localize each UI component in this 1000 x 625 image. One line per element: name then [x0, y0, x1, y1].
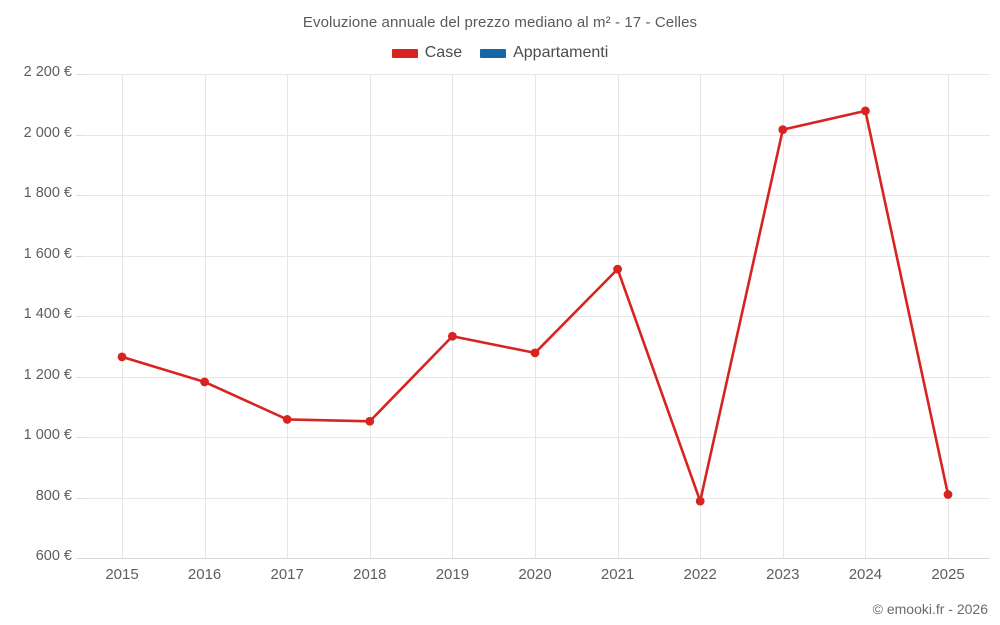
x-axis-tick-label: 2024	[848, 566, 883, 583]
gridline-horizontal	[82, 437, 990, 438]
gridline-vertical	[865, 74, 867, 558]
y-axis-tick	[76, 376, 82, 378]
x-axis-tick-label: 2023	[766, 566, 800, 583]
gridline-horizontal	[82, 255, 990, 257]
gridline-horizontal	[82, 134, 990, 136]
plot-area	[82, 74, 990, 559]
gridline-vertical	[535, 74, 536, 558]
x-axis-tick-label: 2021	[600, 566, 635, 583]
x-axis-tick-label: 2018	[353, 566, 387, 583]
x-axis-tick-label: 2020	[518, 566, 552, 583]
footer-credit: © emooki.fr - 2026	[872, 601, 988, 617]
gridline-horizontal	[82, 74, 990, 75]
y-axis-tick	[76, 195, 82, 196]
y-axis-tick	[76, 255, 82, 257]
gridline-horizontal	[82, 497, 990, 499]
y-axis-tick-label: 600 €	[35, 548, 72, 564]
gridline-horizontal	[82, 316, 990, 317]
y-axis-tick-label: 1 000 €	[23, 427, 72, 443]
legend-item-appartamenti[interactable]: Appartamenti	[480, 44, 608, 62]
data-point[interactable]	[196, 373, 214, 391]
legend-item-case[interactable]: Case	[391, 44, 463, 62]
y-axis-tick-label: 1 200 €	[23, 366, 72, 383]
x-axis-tick-label: 2017	[270, 566, 304, 583]
gridline-vertical	[617, 74, 619, 558]
gridline-vertical	[204, 74, 206, 558]
legend-label-case: Case	[424, 44, 463, 61]
y-axis-tick	[76, 316, 82, 317]
y-axis-tick-label: 2 200 €	[23, 64, 72, 80]
line-swatch-icon-appartamenti	[480, 48, 507, 58]
y-axis-tick-label: 1 800 €	[23, 185, 72, 201]
gridline-vertical	[452, 74, 454, 558]
gridline-horizontal	[82, 195, 990, 196]
data-point[interactable]	[774, 121, 792, 139]
y-axis-tick	[76, 437, 82, 438]
y-axis-tick	[76, 134, 82, 136]
y-axis-tick-label: 800 €	[35, 487, 72, 504]
legend-label-appartamenti: Appartamenti	[513, 44, 609, 61]
y-axis-tick-label: 1 600 €	[23, 245, 72, 262]
gridline-vertical	[782, 74, 784, 558]
y-axis-tick-label: 2 000 €	[23, 124, 72, 141]
y-axis-tick-label: 1 400 €	[23, 306, 72, 322]
x-axis-tick-label: 2022	[683, 566, 717, 583]
data-point[interactable]	[526, 344, 544, 362]
gridline-horizontal	[82, 376, 990, 378]
y-axis-tick	[76, 497, 82, 499]
x-axis-tick-label: 2016	[187, 566, 222, 583]
gridline-vertical	[369, 74, 371, 558]
gridline-vertical	[122, 74, 123, 558]
gridline-vertical	[287, 74, 289, 558]
data-point[interactable]	[609, 260, 627, 278]
y-axis-tick	[76, 74, 82, 75]
line-swatch-icon-case	[391, 48, 418, 58]
x-axis-tick-label: 2025	[931, 566, 965, 583]
x-axis-line	[82, 558, 990, 559]
x-axis-tick-label: 2019	[435, 566, 470, 583]
chart-title: Evoluzione annuale del prezzo mediano al…	[302, 14, 698, 31]
data-point[interactable]	[113, 348, 131, 366]
data-point[interactable]	[361, 412, 379, 430]
x-axis-tick-label: 2015	[105, 566, 139, 583]
chart-legend: Case Appartamenti	[0, 44, 1000, 62]
gridline-vertical	[700, 74, 702, 558]
y-axis-tick	[76, 558, 82, 559]
